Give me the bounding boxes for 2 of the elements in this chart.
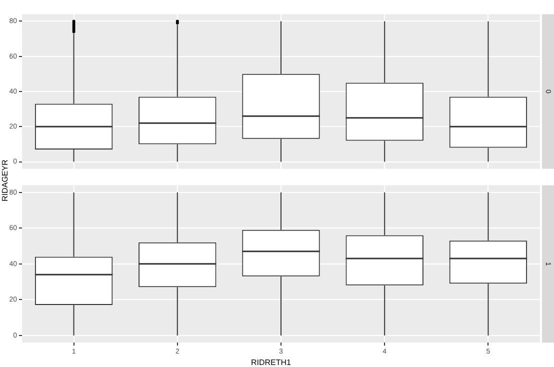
x-axis-title: RIDRETH1 (250, 358, 292, 367)
y-axis-title: RIDAGEYR (0, 158, 10, 204)
